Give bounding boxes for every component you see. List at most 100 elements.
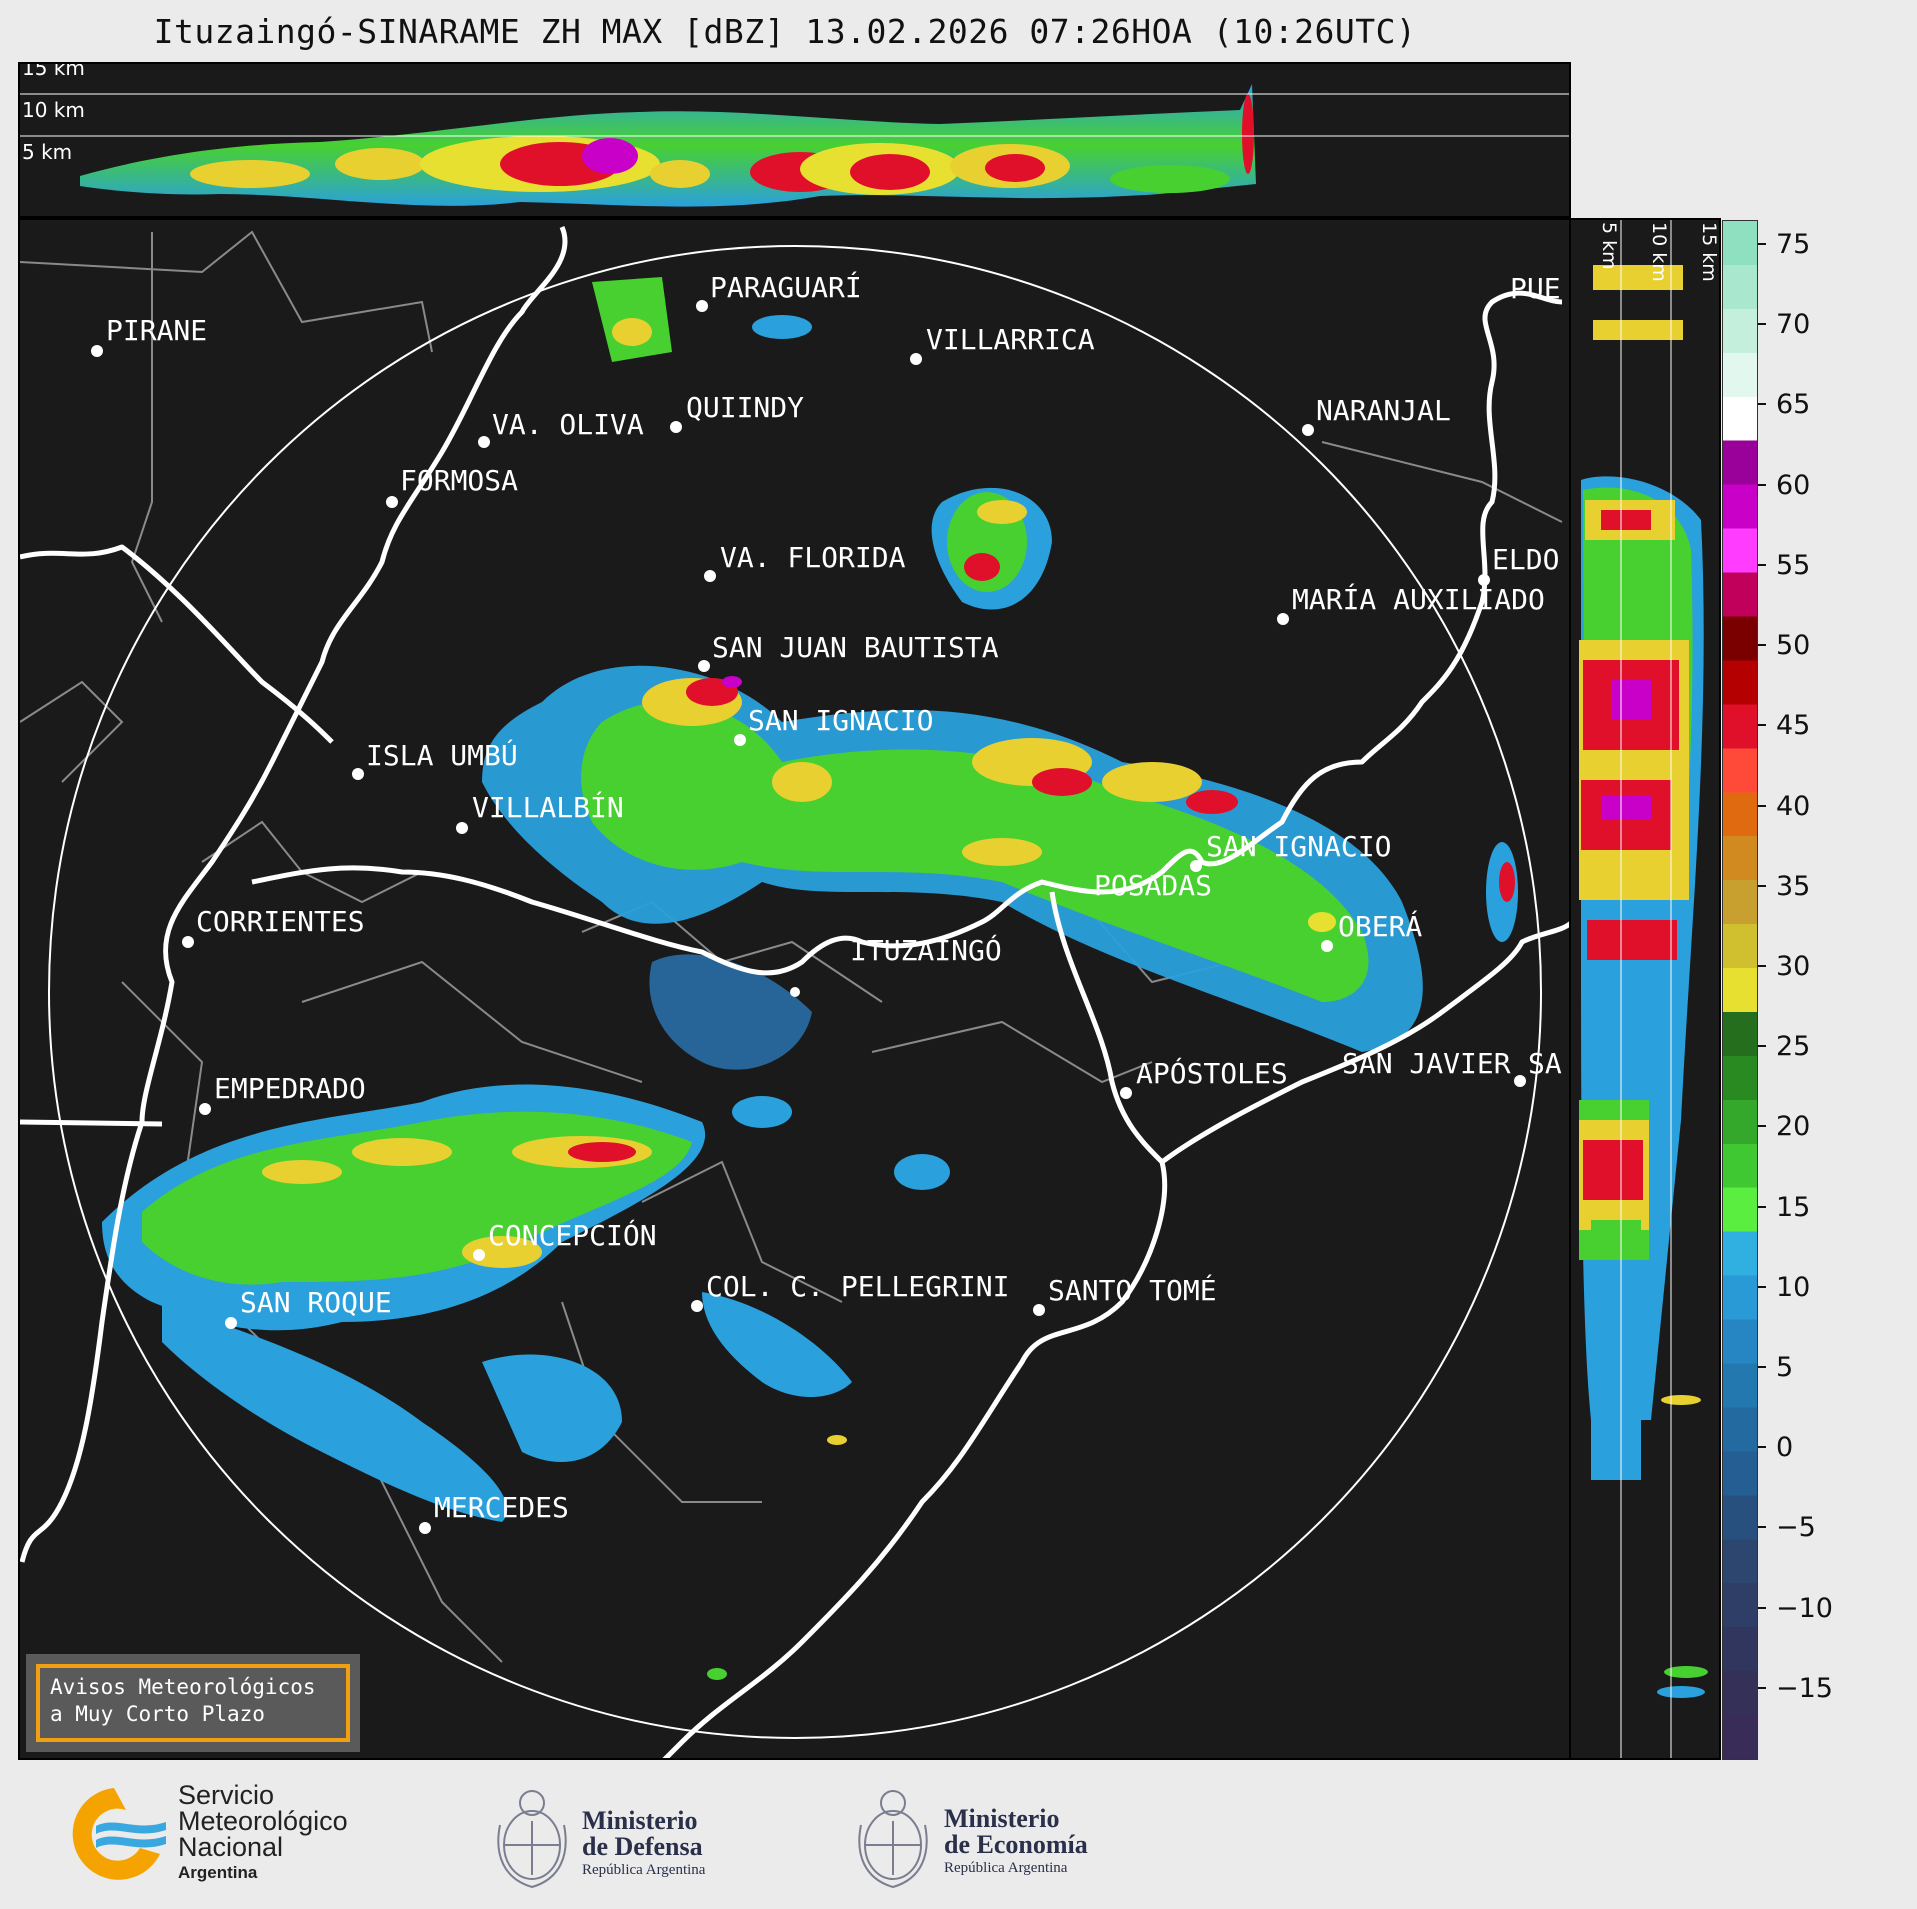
defensa-line1: Ministerio	[582, 1806, 698, 1835]
colorbar-tick-mark	[1758, 724, 1766, 727]
side-alt-label-10: 10 km	[1648, 222, 1670, 282]
smn-logo-text: Servicio Meteorológico Nacional Argentin…	[178, 1782, 348, 1886]
city-label: MARÍA AUXILIADO	[1292, 582, 1545, 616]
city-label: CORRIENTES	[196, 905, 365, 938]
side-alt-label-15: 15 km	[1698, 222, 1720, 282]
top-cross-section-panel: 15 km 10 km 5 km	[18, 62, 1571, 218]
colorbar-tick-mark	[1758, 323, 1766, 326]
city-label: ELDO	[1492, 543, 1559, 576]
colorbar-tick-label: 5	[1776, 1351, 1794, 1383]
city-dot	[419, 1522, 431, 1534]
city-label: ITUZAINGÓ	[850, 933, 1002, 967]
city-dot	[696, 300, 708, 312]
colorbar-tick-label: 30	[1776, 950, 1811, 982]
defensa-line2: de Defensa	[582, 1832, 703, 1861]
city-label: SAN JUAN BAUTISTA	[712, 631, 999, 664]
city-label: APÓSTOLES	[1136, 1056, 1288, 1090]
city-label: SAN IGNACIO	[748, 704, 933, 737]
side-alt-label-5: 5 km	[1598, 222, 1620, 270]
city-dot	[670, 421, 682, 433]
city-dot	[225, 1317, 237, 1329]
city-label: MERCEDES	[434, 1491, 569, 1524]
city-label: SA	[1528, 1047, 1562, 1080]
city-label: OBERÁ	[1338, 909, 1422, 943]
colorbar-tick-label: 50	[1776, 630, 1811, 662]
top-echo-base	[80, 84, 1256, 207]
economia-line1: Ministerio	[944, 1804, 1060, 1833]
city-dot	[1478, 574, 1490, 586]
city-label: VA. OLIVA	[492, 408, 644, 441]
city-label: ISLA UMBÚ	[366, 738, 518, 772]
city-dot	[704, 570, 716, 582]
top-alt-label-5: 5 km	[22, 140, 73, 164]
colorbar-tick-mark	[1758, 483, 1766, 486]
city-label: PUE	[1510, 272, 1561, 305]
argentina-coat-of-arms-icon	[858, 1790, 928, 1889]
city-label: VA. FLORIDA	[720, 541, 906, 574]
colorbar-tick-label: 0	[1776, 1432, 1794, 1464]
city-label: VILLALBÍN	[472, 790, 624, 824]
city-label: SAN IGNACIO	[1206, 830, 1391, 863]
colorbar-tick-label: 60	[1776, 469, 1811, 501]
warning-legend-box: Avisos Meteorológicos a Muy Corto Plazo	[26, 1654, 360, 1752]
colorbar-tick-mark	[1758, 403, 1766, 406]
city-dot	[1514, 1075, 1526, 1087]
colorbar-tick-label: 75	[1776, 229, 1811, 261]
colorbar-tick-label: 25	[1776, 1031, 1811, 1063]
side-echoes	[1579, 265, 1708, 1698]
colorbar-tick-mark	[1758, 1446, 1766, 1449]
city-dot	[386, 496, 398, 508]
city-label: FORMOSA	[400, 464, 518, 497]
colorbar-tick-mark	[1758, 1285, 1766, 1288]
city-dot	[691, 1300, 703, 1312]
city-dot	[478, 436, 490, 448]
city-label: QUIINDY	[686, 391, 804, 424]
city-label: NARANJAL	[1316, 394, 1451, 427]
radar-range-ring	[48, 245, 1542, 1739]
top-echo	[985, 154, 1045, 182]
side-cross-section-panel	[1569, 218, 1721, 1760]
city-dot	[1120, 1087, 1132, 1099]
colorbar-tick-mark	[1758, 1526, 1766, 1529]
city-dot	[1321, 940, 1333, 952]
radar-map: PARAGUARÍ PIRANE VILLARRICA QUIINDY VA. …	[20, 226, 1569, 1758]
colorbar-tick-label: 10	[1776, 1271, 1811, 1303]
map-title: Ituzaingó-SINARAME ZH MAX [dBZ] 13.02.20…	[153, 12, 1417, 51]
top-echo	[850, 154, 930, 190]
radar-echoes	[102, 277, 1518, 1680]
dbz-colorbar	[1722, 220, 1758, 1760]
economia-line3: República Argentina	[944, 1860, 1068, 1876]
city-label: CONCEPCIÓN	[488, 1218, 657, 1252]
city-label: PIRANE	[106, 314, 207, 347]
city-dot	[352, 768, 364, 780]
top-echo	[335, 148, 425, 180]
economia-logo-text: Ministerio de Economía República Argenti…	[944, 1806, 1088, 1878]
colorbar-tick-label: 65	[1776, 389, 1811, 421]
colorbar-tick-mark	[1758, 644, 1766, 647]
city-dot	[199, 1103, 211, 1115]
side-cross-section-plot	[1579, 220, 1708, 1758]
colorbar-tick-mark	[1758, 1045, 1766, 1048]
colorbar-tick-mark	[1758, 804, 1766, 807]
colorbar-tick-mark	[1758, 1686, 1766, 1689]
colorbar-tick-label: −10	[1776, 1592, 1833, 1624]
city-dot	[1302, 424, 1314, 436]
colorbar-tick-label: 20	[1776, 1111, 1811, 1143]
city-dot	[910, 353, 922, 365]
colorbar-tick-mark	[1758, 1606, 1766, 1609]
colorbar-tick-label: −5	[1776, 1512, 1816, 1544]
warning-legend-inner: Avisos Meteorológicos a Muy Corto Plazo	[36, 1664, 350, 1742]
colorbar-tick-label: 45	[1776, 710, 1811, 742]
city-dot	[473, 1249, 485, 1261]
colorbar-tick-mark	[1758, 1365, 1766, 1368]
smn-line4: Argentina	[178, 1863, 258, 1882]
city-dot	[698, 660, 710, 672]
colorbar-tick-label: 40	[1776, 790, 1811, 822]
smn-line3: Nacional	[178, 1832, 284, 1862]
top-echo	[1110, 165, 1230, 193]
smn-line2: Meteorológico	[178, 1806, 348, 1836]
top-echo	[190, 160, 310, 188]
city-dot	[456, 822, 468, 834]
colorbar-tick-mark	[1758, 964, 1766, 967]
colorbar-tick-mark	[1758, 1125, 1766, 1128]
